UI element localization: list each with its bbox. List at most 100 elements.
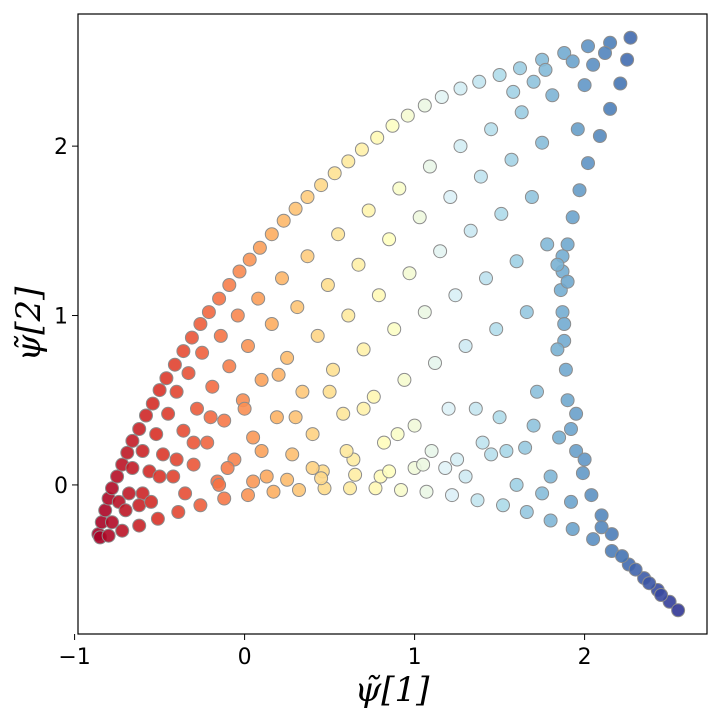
data-point bbox=[132, 498, 147, 513]
data-point bbox=[320, 278, 335, 292]
data-point bbox=[176, 423, 191, 438]
data-point bbox=[288, 201, 303, 216]
x-tick-label: 2 bbox=[578, 645, 592, 670]
data-point bbox=[598, 46, 612, 60]
data-point bbox=[314, 471, 329, 486]
data-point bbox=[212, 477, 227, 492]
x-tick-label: 1 bbox=[408, 645, 422, 670]
data-point bbox=[671, 603, 686, 618]
data-point bbox=[417, 305, 432, 320]
data-point bbox=[519, 305, 534, 320]
data-point bbox=[105, 515, 119, 530]
data-point bbox=[514, 105, 529, 120]
data-point bbox=[422, 159, 437, 174]
data-point bbox=[450, 452, 465, 467]
data-point bbox=[530, 384, 544, 399]
data-point bbox=[326, 362, 340, 377]
data-point bbox=[120, 445, 135, 460]
data-point bbox=[186, 457, 201, 472]
data-point bbox=[577, 78, 592, 93]
data-point bbox=[264, 227, 279, 242]
data-point bbox=[217, 491, 232, 506]
data-point bbox=[115, 523, 130, 538]
data-point bbox=[513, 61, 527, 76]
data-point bbox=[254, 444, 269, 458]
data-point bbox=[322, 384, 337, 399]
data-point bbox=[569, 444, 584, 458]
data-point bbox=[558, 362, 573, 377]
data-point bbox=[132, 422, 147, 436]
data-point bbox=[122, 486, 136, 501]
data-point bbox=[366, 389, 381, 404]
data-point bbox=[246, 474, 261, 489]
data-point bbox=[492, 410, 507, 425]
y-tick-label: 0 bbox=[54, 474, 68, 499]
data-point bbox=[280, 472, 295, 487]
data-point bbox=[382, 464, 397, 479]
data-point bbox=[499, 444, 514, 458]
data-point bbox=[269, 410, 284, 425]
data-point bbox=[161, 406, 176, 421]
data-point bbox=[654, 588, 669, 602]
data-point bbox=[575, 466, 590, 481]
data-point bbox=[489, 322, 504, 337]
data-point bbox=[394, 483, 408, 497]
data-point bbox=[132, 518, 147, 533]
data-point bbox=[620, 52, 635, 67]
data-point bbox=[205, 379, 220, 394]
data-point bbox=[412, 210, 427, 225]
data-point bbox=[356, 401, 371, 416]
data-point bbox=[361, 203, 376, 218]
data-point bbox=[275, 271, 289, 286]
data-point bbox=[213, 328, 228, 343]
data-point bbox=[392, 181, 407, 196]
data-point bbox=[341, 154, 356, 169]
data-point bbox=[212, 291, 227, 306]
data-point bbox=[535, 135, 550, 150]
data-point bbox=[572, 183, 587, 198]
x-tick-label: 0 bbox=[238, 645, 252, 670]
data-point bbox=[504, 152, 519, 167]
data-point bbox=[543, 469, 558, 484]
data-point bbox=[368, 481, 383, 496]
data-point bbox=[139, 408, 153, 423]
data-point bbox=[193, 498, 208, 513]
data-point bbox=[339, 444, 354, 458]
data-point bbox=[555, 305, 570, 320]
data-point bbox=[538, 62, 553, 77]
data-point bbox=[222, 278, 237, 292]
data-point bbox=[356, 342, 371, 357]
data-point bbox=[586, 532, 601, 547]
data-point bbox=[305, 427, 320, 442]
data-point bbox=[382, 232, 397, 247]
data-point bbox=[526, 418, 541, 433]
data-point bbox=[623, 30, 638, 45]
data-point bbox=[402, 266, 417, 281]
data-point bbox=[445, 488, 459, 503]
data-point bbox=[377, 435, 391, 450]
data-point bbox=[246, 430, 261, 445]
data-point bbox=[615, 549, 629, 564]
data-point bbox=[178, 486, 193, 501]
data-point bbox=[506, 84, 521, 99]
data-point bbox=[331, 227, 346, 242]
data-point bbox=[586, 57, 601, 72]
data-point bbox=[569, 406, 584, 421]
data-point bbox=[509, 477, 524, 492]
data-point bbox=[370, 130, 385, 145]
data-point bbox=[433, 244, 448, 259]
data-point bbox=[292, 483, 306, 497]
data-point bbox=[472, 74, 487, 89]
data-point bbox=[492, 68, 507, 82]
data-point bbox=[125, 461, 140, 475]
data-point bbox=[276, 213, 291, 228]
x-axis-ticks: −1 0 1 2 bbox=[58, 634, 592, 670]
data-point bbox=[186, 435, 201, 450]
data-point bbox=[604, 527, 619, 542]
data-point bbox=[448, 288, 463, 303]
data-point bbox=[300, 190, 315, 204]
data-point bbox=[560, 237, 575, 252]
data-point bbox=[565, 210, 580, 225]
data-point bbox=[149, 427, 164, 442]
data-point bbox=[535, 486, 550, 501]
